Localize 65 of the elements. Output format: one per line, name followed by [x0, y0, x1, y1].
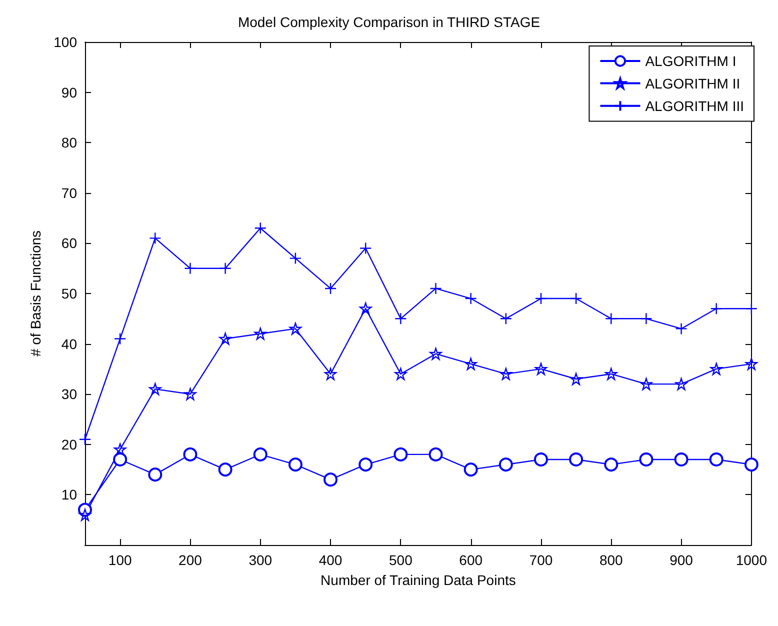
- y-tick-label: 50: [61, 286, 78, 302]
- point: [744, 458, 758, 472]
- y-tick-label: 40: [61, 336, 78, 352]
- point: [288, 458, 302, 472]
- point: [745, 358, 758, 370]
- point: [709, 452, 724, 466]
- point: [464, 358, 477, 370]
- legend-label: ALGORITHM III: [645, 98, 744, 114]
- point: [149, 382, 162, 396]
- legend-label: ALGORITHM I: [645, 53, 736, 69]
- x-tick-label: 700: [529, 552, 553, 568]
- x-tick-label: 400: [318, 552, 342, 568]
- x-tick-label: 800: [599, 552, 624, 568]
- point: [324, 472, 338, 487]
- point: [534, 362, 548, 376]
- point: [114, 443, 126, 456]
- point: [78, 508, 92, 521]
- x-tick-label: 300: [248, 552, 272, 568]
- point: [675, 378, 688, 390]
- y-tick-label: 100: [54, 34, 78, 50]
- y-tick-label: 20: [61, 436, 78, 452]
- point: [464, 462, 478, 477]
- chart-title: Model Complexity Comparison in THIRD STAGE: [238, 14, 540, 30]
- point: [428, 447, 443, 462]
- point: [218, 462, 232, 477]
- point: [289, 322, 302, 335]
- point: [360, 302, 372, 315]
- point: [358, 458, 373, 472]
- y-tick-label: 60: [61, 235, 78, 252]
- point: [639, 452, 654, 466]
- point: [394, 447, 408, 462]
- x-tick-label: 1000: [736, 552, 768, 568]
- point: [674, 452, 688, 466]
- x-tick-label: 100: [108, 552, 132, 568]
- point: [604, 458, 618, 472]
- y-tick-label: 10: [61, 486, 78, 503]
- y-tick-label: 70: [61, 184, 78, 201]
- point: [148, 468, 162, 482]
- y-tick-label: 30: [61, 386, 78, 402]
- point: [254, 328, 266, 340]
- point: [500, 368, 512, 380]
- point: [640, 378, 652, 390]
- point: [113, 452, 128, 466]
- point: [430, 348, 442, 360]
- point: [534, 452, 548, 466]
- x-tick-label: 600: [459, 552, 483, 568]
- x-tick-label: 500: [388, 552, 413, 568]
- legend-label: ALGORITHM II: [645, 75, 740, 92]
- point: [498, 458, 513, 472]
- y-tick-label: 90: [61, 84, 78, 100]
- point: [569, 452, 584, 466]
- point: [324, 368, 337, 380]
- point: [219, 332, 232, 345]
- x-tick-label: 200: [178, 552, 202, 568]
- point: [253, 447, 268, 462]
- point: [183, 447, 198, 462]
- point: [394, 368, 407, 380]
- point: [570, 372, 582, 386]
- y-tick-label: 80: [61, 134, 78, 151]
- y-axis-title: # of Basis Functions: [28, 230, 44, 357]
- x-axis-title: Number of Training Data Points: [320, 572, 516, 588]
- x-tick-label: 900: [670, 552, 694, 568]
- point: [605, 368, 618, 380]
- point: [184, 388, 196, 400]
- point: [710, 362, 722, 376]
